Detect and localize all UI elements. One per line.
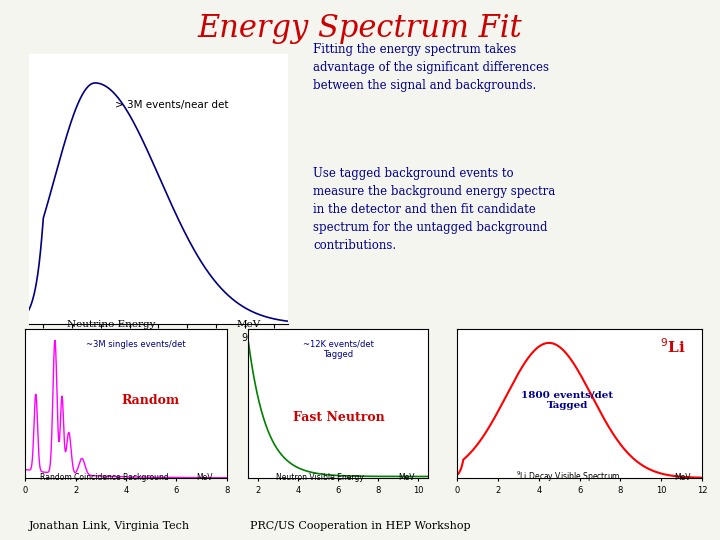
Text: $^9$Li: $^9$Li xyxy=(660,337,685,355)
Text: Fitting the energy spectrum takes
advantage of the significant differences
betwe: Fitting the energy spectrum takes advant… xyxy=(313,43,549,92)
Text: MeV: MeV xyxy=(675,472,691,482)
Text: Use tagged background events to
measure the background energy spectra
in the det: Use tagged background events to measure … xyxy=(313,167,555,252)
Text: Fast Neutron: Fast Neutron xyxy=(292,411,384,424)
Text: Neutron Visible Energy: Neutron Visible Energy xyxy=(276,472,364,482)
Text: Neutrino Energy: Neutrino Energy xyxy=(68,320,156,329)
Text: > 3M events/near det: > 3M events/near det xyxy=(114,100,228,110)
Text: ~12K events/det
Tagged: ~12K events/det Tagged xyxy=(303,340,374,359)
Text: Random Coincidence Background: Random Coincidence Background xyxy=(40,472,168,482)
Text: PRC/US Cooperation in HEP Workshop: PRC/US Cooperation in HEP Workshop xyxy=(250,521,470,531)
Text: MeV: MeV xyxy=(196,472,212,482)
Text: $^9$Li Decay Visible Spectrum: $^9$Li Decay Visible Spectrum xyxy=(516,469,621,483)
Text: Energy Spectrum Fit: Energy Spectrum Fit xyxy=(197,14,523,44)
Text: MeV: MeV xyxy=(398,472,415,482)
Text: Jonathan Link, Virginia Tech: Jonathan Link, Virginia Tech xyxy=(29,521,190,531)
Text: MeV: MeV xyxy=(236,320,261,329)
Text: ~3M singles events/det: ~3M singles events/det xyxy=(86,340,186,349)
Text: Random: Random xyxy=(121,394,179,407)
Text: 1800 events/det
Tagged: 1800 events/det Tagged xyxy=(521,391,613,410)
